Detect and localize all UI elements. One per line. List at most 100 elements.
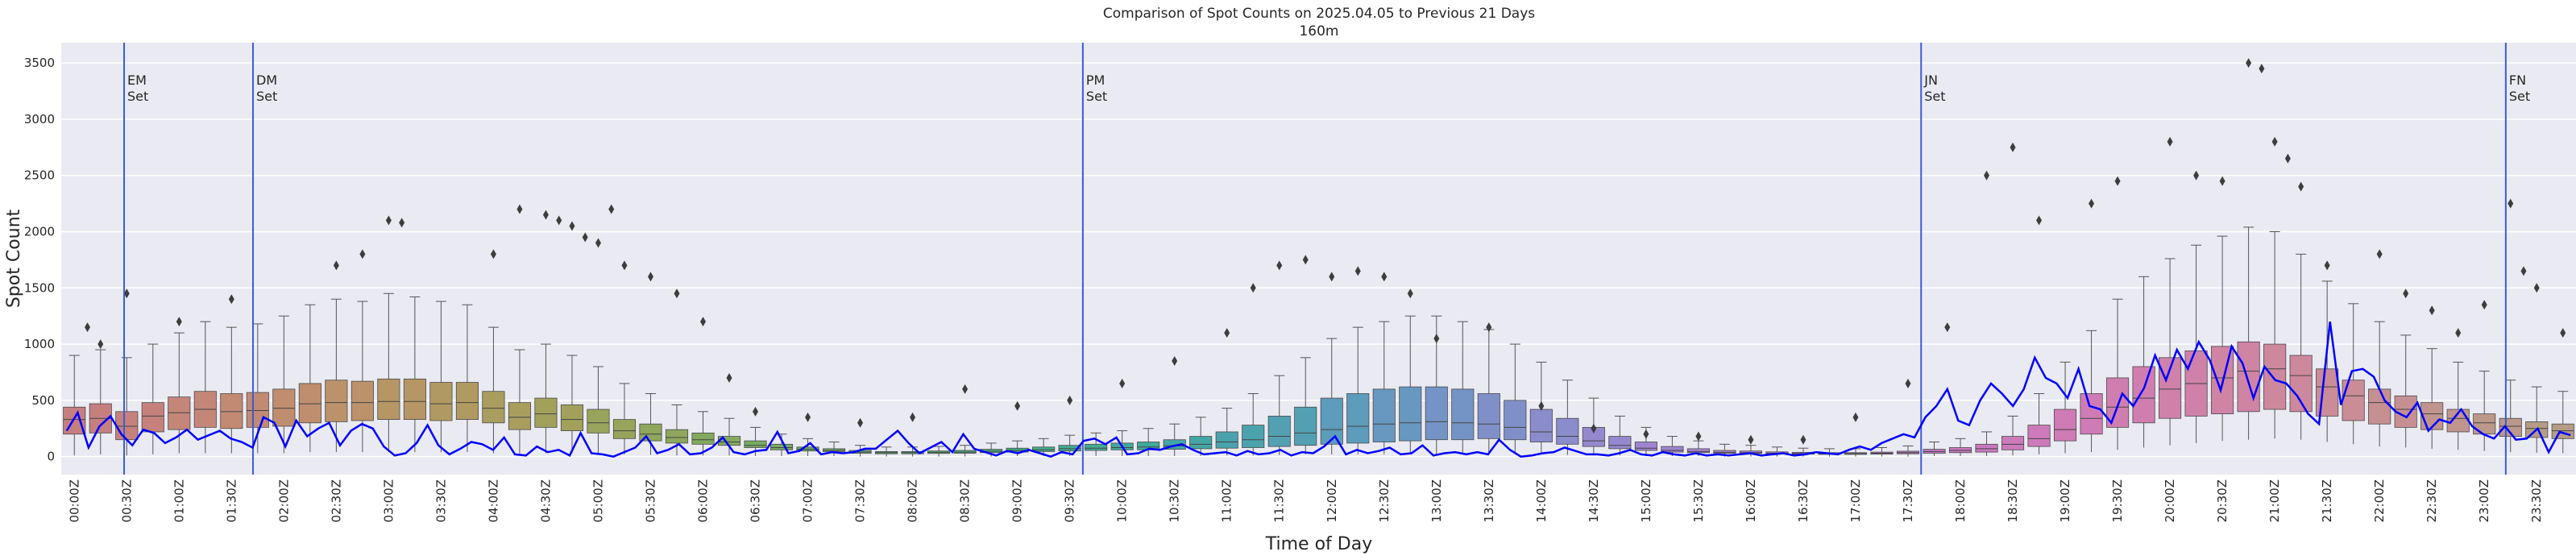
box [2132, 366, 2155, 424]
y-tick-label: 3500 [24, 56, 55, 70]
box [508, 402, 531, 430]
outlier-marker [2533, 283, 2540, 293]
box [2342, 380, 2365, 421]
box [1661, 446, 1684, 453]
outlier-marker [1381, 272, 1388, 282]
x-tick-label: 05:30Z [643, 479, 657, 523]
outlier-marker [621, 260, 628, 271]
outlier-marker [726, 372, 732, 383]
box [1085, 443, 1108, 451]
x-tick-label: 02:30Z [329, 479, 343, 523]
set-label: Set [1086, 89, 1107, 104]
x-tick-label: 02:00Z [276, 479, 291, 523]
outlier-marker [359, 249, 366, 259]
x-tick-label: 18:00Z [1953, 479, 1968, 523]
outlier-marker [2167, 136, 2173, 147]
outlier-marker [2284, 153, 2291, 164]
outlier-marker [1329, 272, 1335, 282]
outlier-marker [1433, 334, 1440, 344]
x-axis-title: Time of Day [1265, 534, 1372, 554]
x-tick-label: 14:30Z [1587, 479, 1601, 523]
box [1634, 442, 1657, 451]
outlier-marker [910, 412, 916, 422]
y-tick-label: 1000 [24, 337, 55, 351]
x-tick-label: 22:00Z [2372, 479, 2387, 523]
box [691, 432, 715, 445]
outlier-marker [962, 384, 969, 394]
box [1267, 416, 1291, 447]
set-label: Set [127, 89, 148, 104]
box [2053, 409, 2077, 442]
x-tick-label: 11:00Z [1220, 479, 1234, 523]
outlier-marker [2520, 266, 2527, 276]
outlier-marker [2089, 198, 2095, 209]
outlier-marker [1119, 378, 1126, 388]
x-tick-label: 07:00Z [801, 479, 815, 523]
set-label: DM [256, 73, 277, 88]
outlier-marker [490, 249, 496, 259]
box [2551, 423, 2574, 439]
outlier-marker [1486, 322, 1492, 333]
box [298, 383, 321, 424]
outlier-marker [1852, 412, 1859, 422]
box [1556, 417, 1579, 445]
outlier-marker [2429, 305, 2435, 316]
box [1477, 393, 1500, 439]
outlier-marker [2246, 58, 2252, 68]
outlier-marker [1643, 429, 1649, 439]
x-tick-label: 20:00Z [2163, 479, 2177, 523]
box [2080, 393, 2103, 435]
box [2027, 425, 2051, 447]
box [612, 419, 637, 439]
box [1032, 446, 1056, 452]
box [482, 391, 505, 424]
box [665, 429, 689, 444]
x-tick-label: 09:00Z [1010, 479, 1025, 523]
outlier-marker [2114, 176, 2121, 186]
x-tick-label: 01:00Z [172, 479, 186, 523]
set-label: Set [256, 89, 277, 104]
box [325, 380, 348, 422]
x-tick-label: 20:30Z [2215, 479, 2230, 523]
box [1189, 436, 1213, 450]
outlier-marker [123, 288, 130, 299]
outlier-marker [2324, 260, 2330, 271]
set-label: PM [1086, 73, 1105, 88]
outlier-marker [700, 317, 707, 327]
x-tick-label: 10:00Z [1115, 479, 1130, 523]
y-tick-label: 1500 [24, 280, 55, 295]
box [246, 392, 269, 428]
outlier-marker [516, 204, 523, 214]
x-tick-label: 06:00Z [696, 479, 711, 523]
outlier-marker [1695, 431, 1702, 442]
x-tick-label: 21:00Z [2267, 479, 2282, 523]
box [455, 382, 479, 421]
box [272, 388, 296, 427]
x-tick-label: 13:00Z [1429, 479, 1444, 523]
box [1686, 448, 1710, 454]
box [2473, 413, 2496, 435]
x-tick-label: 08:30Z [958, 479, 973, 523]
outlier-marker [1944, 322, 1951, 333]
box [587, 409, 610, 433]
outlier-marker [1538, 400, 1545, 411]
box [220, 393, 243, 429]
set-label: EM [127, 73, 147, 88]
x-tick-label: 00:30Z [119, 479, 134, 523]
box [2237, 341, 2260, 413]
box [2001, 436, 2025, 450]
box [115, 411, 139, 441]
outlier-marker [1302, 255, 1309, 265]
outlier-marker [2036, 215, 2043, 226]
box [1242, 425, 1265, 448]
outlier-marker [1591, 423, 1597, 433]
x-tick-label: 09:30Z [1063, 479, 1077, 523]
y-tick-label: 500 [31, 393, 55, 408]
outlier-marker [1354, 266, 1361, 276]
x-tick-label: 19:30Z [2110, 479, 2125, 523]
x-tick-label: 16:30Z [1796, 479, 1811, 523]
box [403, 378, 426, 421]
outlier-marker [333, 260, 339, 271]
box [377, 378, 400, 421]
